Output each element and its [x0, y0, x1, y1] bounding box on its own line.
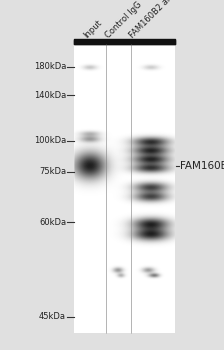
Text: FAM160B2 antibody: FAM160B2 antibody: [128, 0, 194, 40]
Text: 75kDa: 75kDa: [39, 167, 66, 176]
Bar: [74, 44, 175, 332]
Text: Control IgG: Control IgG: [103, 0, 143, 40]
Text: 180kDa: 180kDa: [34, 62, 66, 71]
Bar: [0, 0, 224, 44]
Bar: [175, 0, 224, 350]
Text: Input: Input: [82, 19, 104, 40]
Text: FAM160B2: FAM160B2: [180, 161, 224, 171]
Bar: [0, 0, 74, 350]
Bar: [0, 332, 224, 350]
Text: 140kDa: 140kDa: [34, 91, 66, 100]
Text: 45kDa: 45kDa: [39, 312, 66, 321]
Text: 60kDa: 60kDa: [39, 218, 66, 227]
Text: 100kDa: 100kDa: [34, 136, 66, 145]
